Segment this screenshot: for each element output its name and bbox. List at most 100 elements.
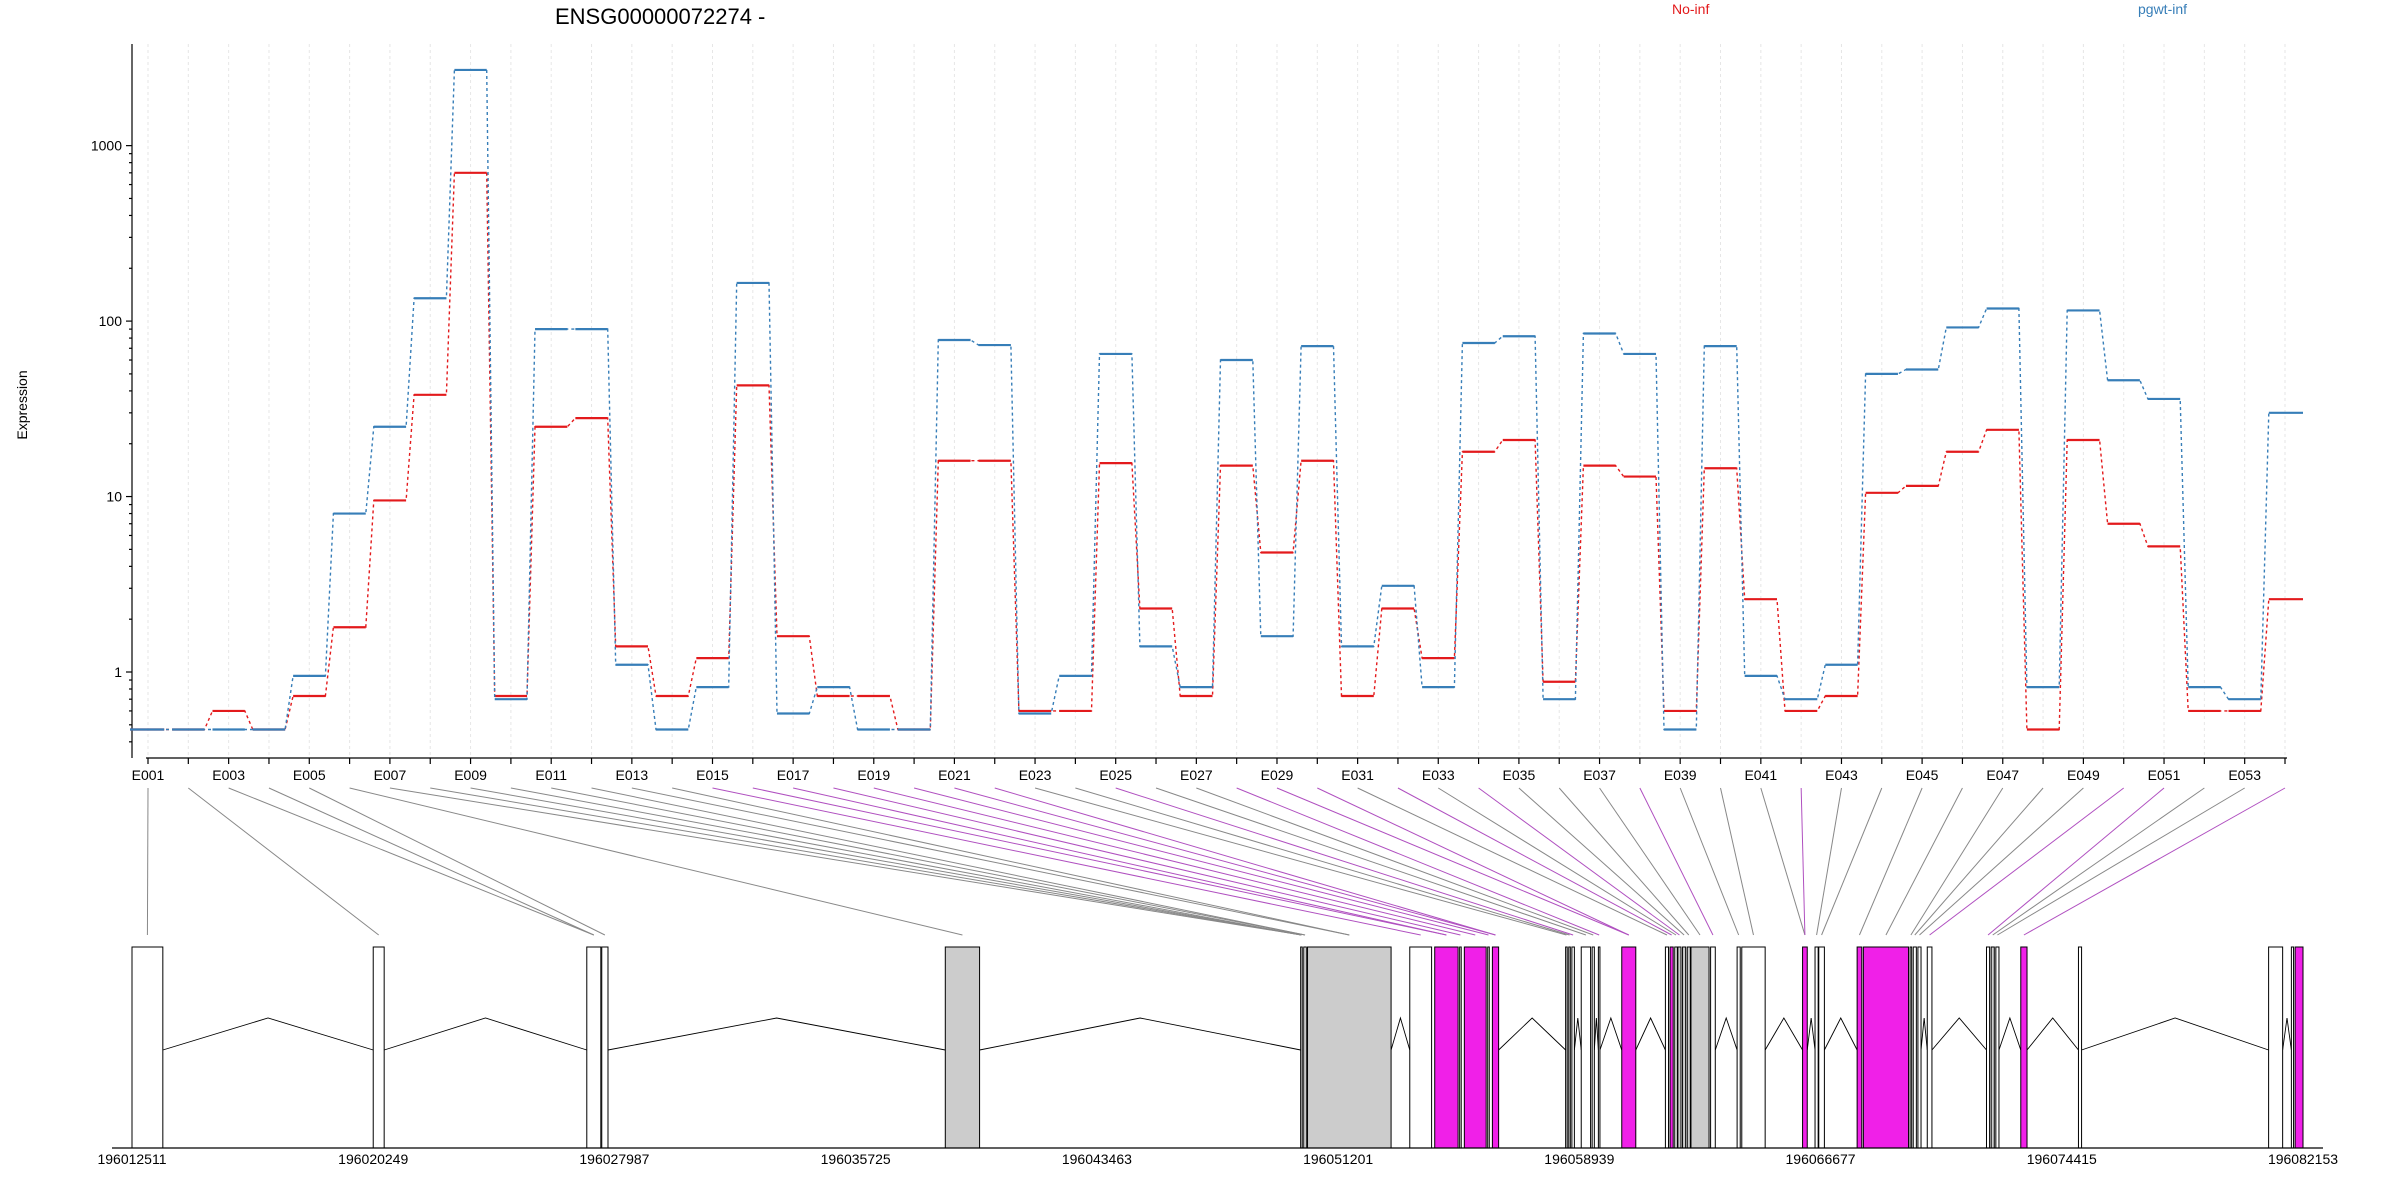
x-tick-label: E035: [1503, 767, 1536, 783]
x-tick-label: E027: [1180, 767, 1213, 783]
exon-link: [309, 787, 606, 936]
x-tick-label: E007: [374, 767, 407, 783]
intron-line: [384, 1017, 587, 1051]
exon-link: [228, 787, 594, 936]
intron-line: [2081, 1017, 2269, 1051]
exon-link: [1997, 787, 2245, 936]
exon-link: [430, 787, 1302, 936]
intron-line: [1573, 1017, 1582, 1051]
intron-line: [1635, 1016, 1666, 1051]
intron-line: [1920, 1017, 1928, 1051]
exon-block: [1621, 946, 1637, 1149]
x-tick-label: E015: [696, 767, 729, 783]
exon-link: [1115, 787, 1574, 936]
exon-link: [1821, 787, 1883, 936]
exon-block: [1682, 946, 1687, 1149]
exon-link: [1518, 787, 1685, 936]
x-tick-label: E045: [1906, 767, 1939, 783]
y-tick-label: 1: [114, 664, 122, 680]
exon-block: [1669, 946, 1674, 1149]
exon-link: [712, 787, 1421, 936]
exon-link: [1639, 787, 1714, 936]
y-tick-label: 1000: [91, 138, 122, 154]
exon-block: [1674, 946, 1678, 1149]
exon-block: [1741, 946, 1766, 1149]
exon-block: [1677, 946, 1682, 1149]
exon-block: [2290, 946, 2295, 1149]
exon-block: [1814, 946, 1819, 1149]
y-tick-label: 10: [106, 489, 122, 505]
exon-link: [1438, 787, 1677, 936]
coordinate-tick-label: 196027987: [579, 1151, 649, 1167]
exon-link: [1317, 787, 1629, 936]
exon-block: [1802, 946, 1808, 1149]
y-tick-label: 100: [99, 313, 123, 329]
exon-link: [470, 787, 1302, 936]
exon-block: [1591, 946, 1595, 1149]
intron-line: [1390, 1016, 1411, 1051]
legend-pgwt-inf: pgwt-inf: [2138, 1, 2187, 17]
x-tick-label: E023: [1019, 767, 1052, 783]
exon-link: [1816, 787, 1842, 936]
exon-block: [1862, 946, 1910, 1149]
intron-line: [1931, 1017, 1987, 1051]
exon-link: [1919, 787, 2084, 936]
exon-link: [873, 787, 1476, 936]
exon-block: [1580, 946, 1592, 1149]
x-tick-label: E013: [615, 767, 648, 783]
intron-line: [1764, 1017, 1803, 1051]
coordinate-tick-label: 196051201: [1303, 1151, 1373, 1167]
x-tick-label: E003: [212, 767, 245, 783]
exon-block: [1459, 946, 1462, 1149]
x-tick-label: E053: [2228, 767, 2261, 783]
coordinate-tick-label: 196066677: [1786, 1151, 1856, 1167]
exon-link: [1357, 787, 1668, 936]
coordinate-tick-label: 196058939: [1544, 1151, 1614, 1167]
exon-block: [1912, 946, 1917, 1149]
coordinate-axis: 196012511 196020249 196027987 196035725 1960…: [97, 1147, 2338, 1167]
exon-block: [1995, 946, 2000, 1149]
exon-link: [510, 787, 1302, 936]
exon-block: [1571, 946, 1575, 1149]
exon-link: [2023, 787, 2286, 936]
exon-block: [1487, 946, 1490, 1149]
exon-link: [1276, 787, 1629, 936]
exon-block: [1990, 946, 1995, 1149]
series-No-inf: [130, 171, 2303, 731]
x-tick-label: E043: [1825, 767, 1858, 783]
chart-title: ENSG00000072274 -: [555, 4, 765, 29]
exon-block: [1303, 946, 1307, 1149]
x-tick-label: E009: [454, 767, 487, 783]
x-tick-label: E041: [1744, 767, 1777, 783]
y-axis: 1 10 100 1000: [91, 44, 133, 758]
exon-link: [1992, 787, 2205, 936]
coordinate-tick-label: 196074415: [2027, 1151, 2097, 1167]
exon-block: [1818, 946, 1825, 1149]
exon-block: [1434, 946, 1459, 1149]
exon-link: [1478, 787, 1680, 936]
exon-link: [1720, 787, 1754, 936]
exon-link: [1929, 787, 2125, 936]
intron-line: [2282, 1017, 2292, 1051]
exon-link: [752, 787, 1447, 936]
series-line: [130, 69, 2303, 731]
intron-line: [1806, 1017, 1816, 1051]
exon-block: [1300, 946, 1303, 1149]
coordinate-tick-label: 196012511: [97, 1151, 166, 1167]
exon-link: [1679, 787, 1740, 936]
x-tick-label: E029: [1261, 767, 1294, 783]
x-tick-label: E039: [1664, 767, 1697, 783]
coordinate-tick-label: 196082153: [2268, 1151, 2338, 1167]
exon-link: [1760, 787, 1806, 936]
exon-block: [372, 946, 385, 1149]
exon-link: [1558, 787, 1690, 936]
intron-line: [1823, 1017, 1858, 1051]
exon-block: [601, 946, 609, 1149]
exon-block: [1856, 946, 1863, 1149]
intron-line: [2026, 1017, 2079, 1051]
x-tick-label: E001: [132, 767, 165, 783]
grid-lines: [147, 44, 2286, 758]
exon-link: [1987, 787, 2165, 936]
exon-link: [1885, 787, 1963, 936]
